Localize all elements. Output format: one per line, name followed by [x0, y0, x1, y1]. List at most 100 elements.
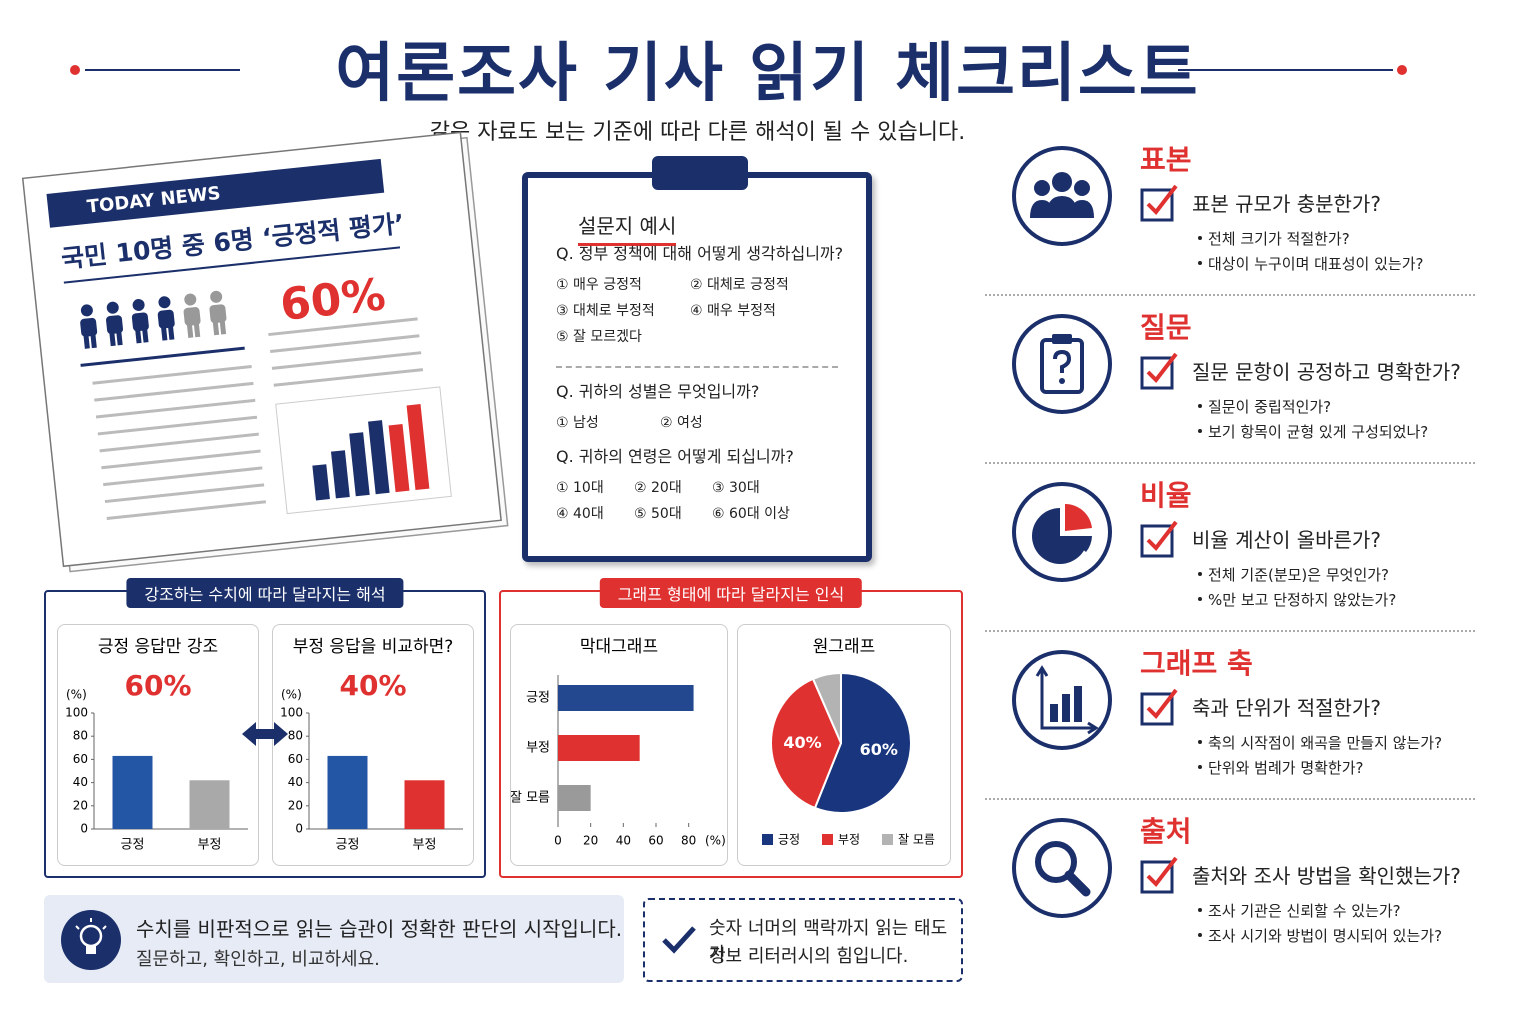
separator: [985, 798, 1475, 800]
checklist-item: 질문 질문 문항이 공정하고 명확한가? 질문이 중립적인가? 보기 항목이 균형 있…: [985, 310, 1480, 478]
item-question: 출처와 조사 방법을 확인했는가?: [1192, 864, 1461, 888]
panel: 부정 응답을 비교하면? 40% (%) 0 20 40 60 80 100 긍정 부정: [272, 624, 474, 866]
decor-dot: [1397, 65, 1407, 75]
survey-title: 설문지 예시: [578, 210, 677, 246]
item-bullet: 단위와 범례가 명확한가?: [1198, 759, 1364, 777]
panel-title: 긍정 응답만 강조: [98, 637, 218, 657]
legend-label: 긍정: [778, 833, 800, 847]
checklist: 표본 표본 규모가 충분한가? 전체 크기가 적절한가? 대상이 누구이며 대표성이 …: [985, 142, 1480, 972]
tip-line: 수치를 비판적으로 읽는 습관이 정확한 판단의 시작입니다.: [136, 917, 623, 941]
pie-slice: [811, 671, 842, 744]
unit: (%): [281, 688, 302, 702]
x-tick-label: 80: [681, 834, 696, 848]
y-tick-label: 100: [65, 706, 88, 720]
item-bullet: 대상이 누구이며 대표성이 있는가?: [1197, 255, 1424, 273]
option: ⑤ 잘 모르겠다: [556, 329, 642, 345]
item-icon: [1012, 146, 1112, 246]
legend-label: 잘 모름: [898, 833, 935, 847]
item-bullet: 조사 기관은 신뢰할 수 있는가?: [1198, 902, 1401, 920]
x-tick-label: 0: [554, 834, 562, 848]
checkbox: [1140, 184, 1178, 222]
item-icon: [1012, 482, 1112, 582]
bar: [558, 735, 640, 761]
question: Q. 정부 정책에 대해 어떻게 생각하십니까?: [556, 244, 844, 263]
legend-label: 부정: [838, 833, 860, 847]
panel-title: 막대그래프: [580, 637, 658, 657]
y-tick-label: 잘 모름: [511, 791, 550, 806]
item-question: 질문 문항이 공정하고 명확한가?: [1192, 360, 1461, 384]
option: ② 여성: [660, 415, 703, 431]
checklist-item: 그래프 축 축과 단위가 적절한가? 축의 시작점이 왜곡을 만들지 않는가? 단위와…: [985, 646, 1480, 814]
option: ⑤ 50대: [634, 506, 682, 522]
decor-rule: [85, 69, 240, 71]
panel-title: 원그래프: [813, 637, 876, 657]
y-tick-label: 60: [288, 752, 303, 766]
divider: [556, 366, 838, 368]
unit: (%): [66, 688, 87, 702]
bar: [112, 755, 153, 829]
pie-chart: 원그래프 60% 40% 긍정 부정 잘 모름: [762, 637, 935, 847]
bar-chart: 긍정 응답만 강조 60% (%) 0 20 40 60 80 100 긍정 부정: [65, 637, 248, 853]
y-tick-label: 40: [288, 775, 303, 789]
survey-clipboard: 설문지 예시 Q. 정부 정책에 대해 어떻게 생각하십니까? ① 매우 긍정적 ②…: [522, 156, 872, 562]
y-tick-label: 0: [80, 822, 88, 836]
check-icon: [662, 926, 696, 954]
option: ① 남성: [556, 415, 599, 431]
checkbox: [1140, 688, 1178, 726]
y-tick-label: 80: [288, 729, 303, 743]
item-bullet: 조사 시기와 방법이 명시되어 있는가?: [1197, 927, 1443, 945]
newspaper: TODAY NEWS 국민 10명 중 6명 ‘긍정적 평가’ 60%: [21, 131, 509, 573]
legend-swatch: [822, 834, 833, 845]
bar: [327, 755, 368, 829]
option: ② 20대: [634, 480, 682, 496]
note-line: 정보 리터러시의 힘입니다.: [709, 946, 909, 967]
checklist-item: 표본 표본 규모가 충분한가? 전체 크기가 적절한가? 대상이 누구이며 대표성이 …: [985, 142, 1480, 310]
bar: [558, 685, 694, 711]
highlight: 40%: [339, 669, 406, 702]
pie-slice: [813, 671, 912, 814]
bulb-icon: [61, 910, 121, 970]
item-question: 축과 단위가 적절한가?: [1192, 696, 1381, 720]
item-heading: 표본: [1140, 143, 1192, 176]
x-tick-label: 60: [648, 834, 663, 848]
item-heading: 출처: [1140, 815, 1192, 848]
compare-arrow: [242, 722, 288, 746]
panel-title: 부정 응답을 비교하면?: [293, 637, 454, 657]
item-icon: [1012, 818, 1112, 918]
graphs-box: 그래프 형태에 따라 달라지는 인식 막대그래프 0 20 40 60 80 (%) 긍정 부정…: [499, 578, 963, 878]
option: ② 대체로 긍정적: [690, 277, 789, 293]
bar-chart: 부정 응답을 비교하면? 40% (%) 0 20 40 60 80 100 긍정 부정: [280, 637, 463, 853]
legend-swatch: [882, 834, 893, 845]
y-tick-label: 긍정: [526, 691, 550, 706]
tip-line: 질문하고, 확인하고, 비교하세요.: [136, 949, 380, 970]
decor-dot: [70, 65, 80, 75]
option: ① 10대: [556, 480, 604, 496]
icon-ring: [1012, 482, 1112, 582]
decor-rule: [1178, 69, 1393, 71]
checkbox: [1140, 856, 1178, 894]
y-tick-label: 100: [280, 706, 303, 720]
icon-ring: [1012, 314, 1112, 414]
item-bullet: 전체 기준(분모)은 무엇인가?: [1197, 566, 1390, 584]
bar: [558, 785, 591, 811]
item-heading: 그래프 축: [1140, 647, 1253, 680]
note-line: 숫자 너머의 맥락까지 읽는 태도가: [709, 918, 948, 965]
value-label: 40%: [783, 733, 821, 752]
y-tick-label: 80: [73, 729, 88, 743]
checkbox: [1140, 520, 1178, 558]
question: Q. 귀하의 성별은 무엇입니까?: [556, 382, 760, 401]
value-label: 60%: [860, 740, 898, 759]
subtitle: 같은 자료도 보는 기준에 따라 다른 해석이 될 수 있습니다.: [429, 120, 966, 145]
item-bullet: %만 보고 단정하지 않았는가?: [1197, 591, 1397, 609]
option: ⑥ 60대 이상: [712, 506, 790, 522]
title: 여론조사 기사 읽기 체크리스트: [335, 37, 1200, 111]
question: Q. 귀하의 연령은 어떻게 되십니까?: [556, 447, 794, 466]
y-tick-label: 20: [288, 798, 303, 812]
item-heading: 비율: [1140, 479, 1192, 512]
emphasis-box: 강조하는 수치에 따라 달라지는 해석 긍정 응답만 강조 60% (%) 0 20 40…: [44, 578, 486, 878]
item-bullet: 질문이 중립적인가?: [1197, 398, 1332, 416]
item-icon: [1012, 314, 1112, 414]
item-question: 비율 계산이 올바른가?: [1192, 528, 1381, 552]
